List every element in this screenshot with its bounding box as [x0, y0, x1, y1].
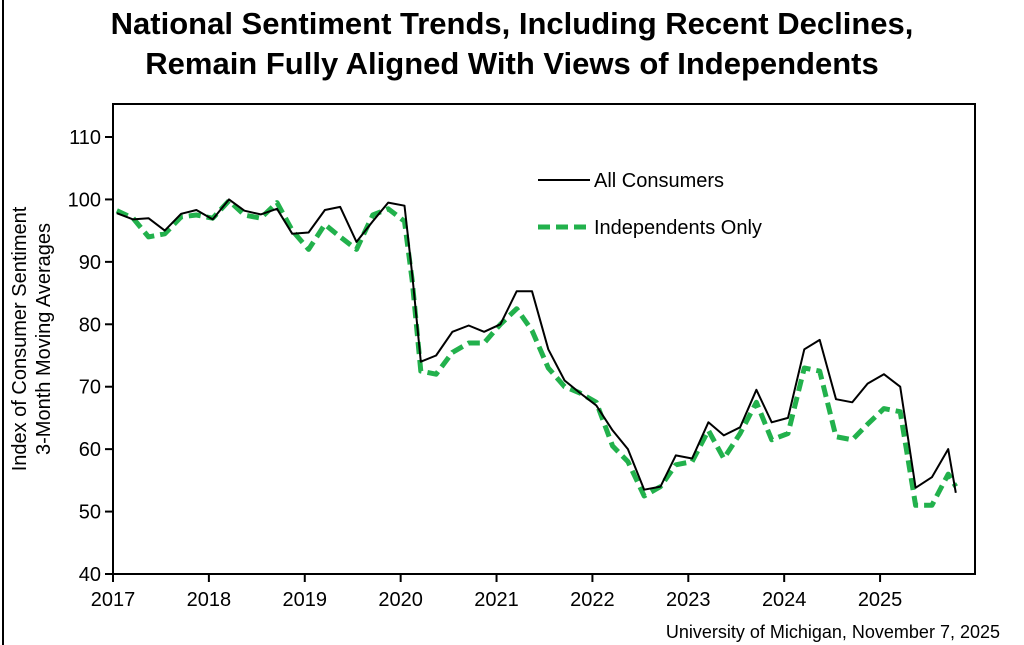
x-tick-label: 2023 [666, 589, 711, 611]
source-note: University of Michigan, November 7, 2025 [665, 622, 1000, 642]
series-independents-only-line [115, 198, 958, 508]
x-tick-label: 2025 [858, 589, 903, 611]
y-tick-label: 100 [68, 189, 101, 211]
x-axis: 2017 2018 2019 2020 2021 2022 2023 2024 2025 [91, 574, 903, 611]
y-tick-label: 90 [79, 252, 101, 274]
series-all-consumers-line [116, 198, 957, 493]
x-tick-label: 2024 [762, 589, 807, 611]
plot-area [112, 103, 976, 575]
chart-title-line-2: Remain Fully Aligned With Views of Indep… [145, 46, 879, 81]
x-tick-label: 2020 [378, 589, 423, 611]
chart-title: National Sentiment Trends, Including Rec… [0, 4, 1024, 84]
x-tick-label: 2021 [474, 589, 519, 611]
y-tick-label: 60 [79, 439, 101, 461]
y-tick-label: 50 [79, 502, 101, 524]
chart-title-line-1: National Sentiment Trends, Including Rec… [110, 6, 914, 41]
legend-all-consumers-label: All Consumers [594, 170, 724, 192]
y-axis: 40 50 60 70 80 90 100 110 [68, 127, 113, 586]
y-axis-label-line-1: Index of Consumer Sentiment [9, 206, 31, 471]
y-tick-label: 70 [79, 377, 101, 399]
y-tick-label: 110 [69, 127, 101, 149]
y-axis-label-line-2: 3-Month Moving Averages [33, 223, 55, 455]
legend: All Consumers Independents Only [538, 170, 762, 239]
x-tick-label: 2017 [91, 589, 136, 611]
y-tick-label: 80 [79, 314, 101, 336]
x-tick-label: 2019 [283, 589, 328, 611]
legend-independents-label: Independents Only [594, 217, 762, 239]
x-tick-label: 2018 [187, 589, 232, 611]
y-tick-label: 40 [79, 564, 101, 586]
series-group [115, 198, 958, 508]
y-axis-label: Index of Consumer Sentiment 3-Month Movi… [9, 206, 55, 471]
left-border [2, 0, 4, 645]
x-tick-label: 2022 [570, 589, 615, 611]
